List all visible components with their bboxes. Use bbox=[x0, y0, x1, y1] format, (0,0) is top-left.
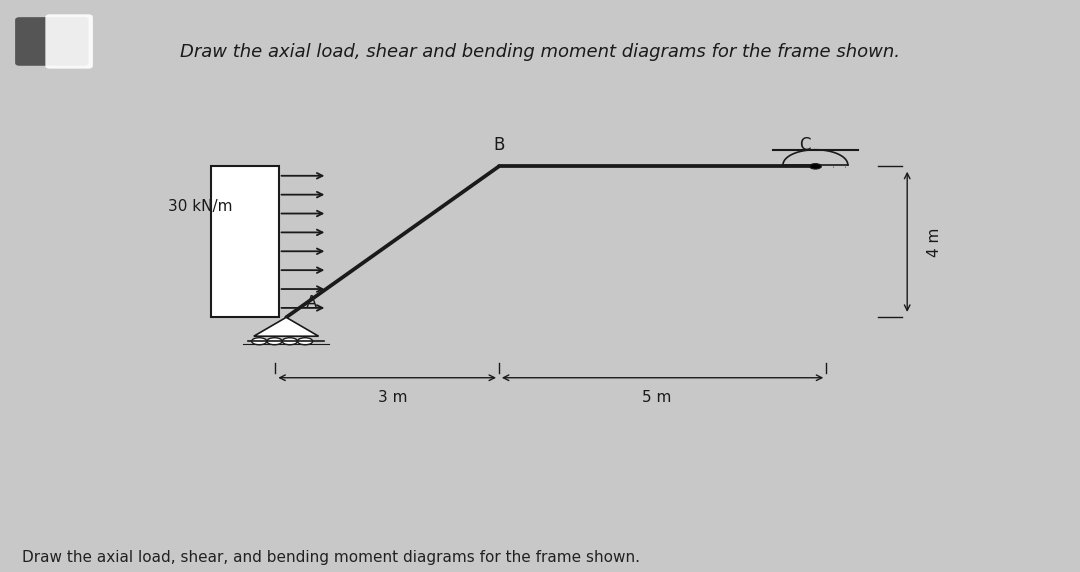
Circle shape bbox=[252, 337, 267, 345]
Circle shape bbox=[267, 337, 282, 345]
Circle shape bbox=[282, 337, 297, 345]
Text: Draw the axial load, shear, and bending moment diagrams for the frame shown.: Draw the axial load, shear, and bending … bbox=[22, 550, 639, 565]
Text: 30 kN/m: 30 kN/m bbox=[167, 199, 232, 214]
FancyBboxPatch shape bbox=[45, 14, 93, 69]
Text: A: A bbox=[306, 295, 318, 312]
Text: C: C bbox=[799, 136, 810, 154]
Text: Draw the axial load, shear and bending moment diagrams for the frame shown.: Draw the axial load, shear and bending m… bbox=[180, 43, 900, 61]
Circle shape bbox=[810, 164, 821, 169]
Circle shape bbox=[298, 337, 313, 345]
Bar bbox=[211, 166, 279, 317]
Text: 3 m: 3 m bbox=[378, 390, 407, 406]
Polygon shape bbox=[254, 317, 319, 336]
Text: B: B bbox=[494, 136, 504, 154]
Text: 5 m: 5 m bbox=[643, 390, 672, 406]
Text: 4 m: 4 m bbox=[927, 227, 942, 256]
FancyBboxPatch shape bbox=[15, 17, 89, 66]
